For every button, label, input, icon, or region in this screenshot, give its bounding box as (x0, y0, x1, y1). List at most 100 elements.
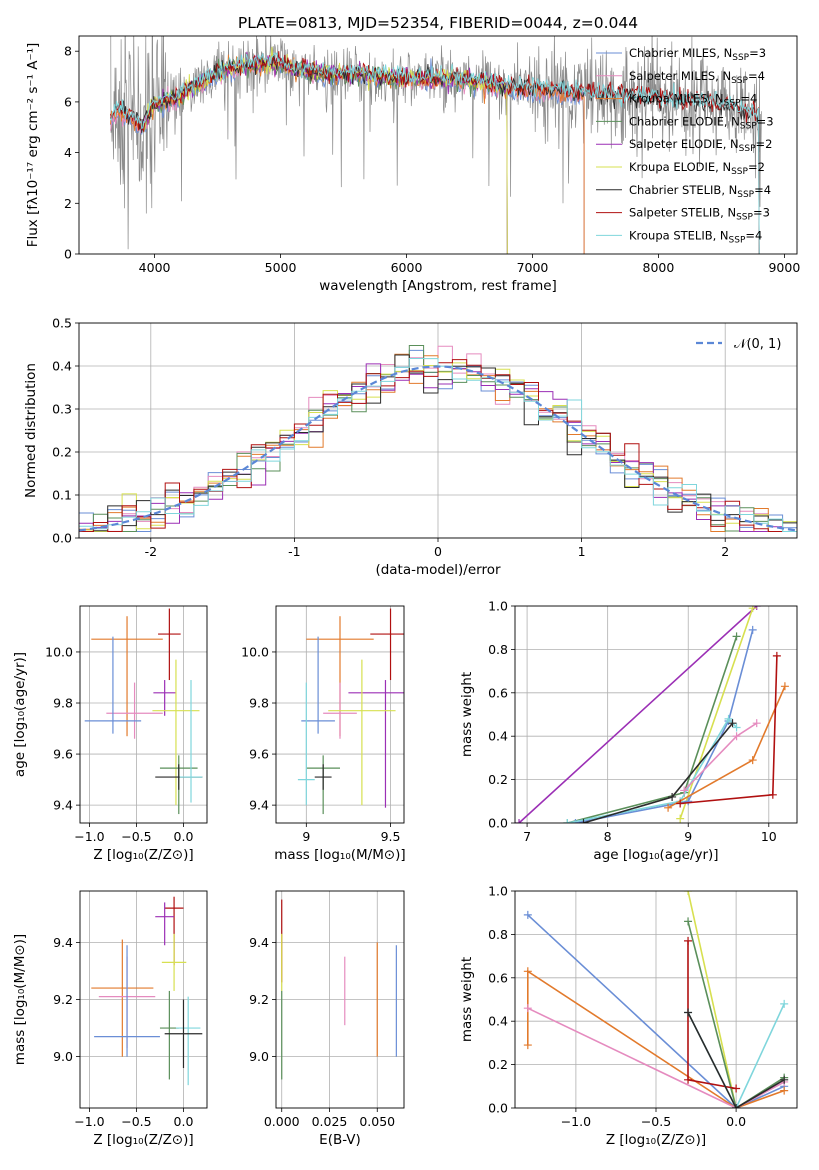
y-tick-label: 8 (64, 44, 72, 59)
legend-label: 𝒩(0, 1) (734, 337, 781, 352)
x-tick-label: 7 (523, 829, 531, 844)
y-tick-label: 9.8 (53, 696, 73, 711)
series-marker (752, 606, 761, 610)
series-marker (768, 790, 777, 799)
legend-suffix: =4 (748, 69, 765, 83)
x-tick-label: 0.050 (359, 1114, 395, 1129)
series-marker (571, 819, 580, 823)
series-marker (748, 756, 757, 765)
series-marker (684, 936, 693, 945)
legend-label: Chabrier MILES, NSSP=3 (629, 46, 766, 63)
panel-mass-vs-Z: −1.0 −0.5 0.0 9.0 9.2 9.4 Z [log₁₀(Z/Z⊙)] mass … (12, 890, 208, 1148)
errorbar-kroupa-elodie (152, 659, 200, 806)
legend-suffix: =4 (740, 92, 757, 106)
series-marker (732, 1104, 741, 1108)
x-tick-label: 7000 (517, 260, 549, 275)
series-line (687, 921, 785, 1108)
axes-frame (275, 605, 405, 824)
series-marker (752, 719, 761, 728)
series-marker (780, 999, 789, 1008)
axes-frame (78, 35, 798, 255)
legend-name: Salpeter ELODIE, N (629, 137, 739, 151)
y-tick-label: 4 (64, 145, 72, 160)
series-marker (579, 819, 588, 823)
y-axis-label: mass weight (459, 672, 475, 757)
errorbar-salpeter-elodie (155, 902, 175, 946)
y-tick-label: 10.0 (241, 644, 269, 659)
normal-curve (79, 365, 797, 532)
y-tick-label: 0.8 (488, 927, 508, 942)
y-tick-label: 0.0 (488, 1101, 508, 1116)
series-marker (780, 682, 789, 691)
legend-sub: SSP (729, 235, 746, 245)
legend-sub: SSP (737, 190, 754, 200)
errorbar-kroupa-stelib (175, 996, 201, 1086)
x-tick-label: −1.0 (74, 829, 104, 844)
errorbar-kroupa-miles (91, 939, 154, 1057)
legend-sub: SSP (732, 53, 749, 63)
panel-spectrum: 4000 5000 6000 7000 8000 9000 0 2 4 6 8 wavelength … (25, 14, 800, 294)
x-tick-label: 0.000 (264, 1114, 300, 1129)
x-tick-label: 0.0 (726, 1114, 746, 1129)
y-tick-label: 0.4 (488, 729, 508, 744)
errorbar-salpeter-stelib (158, 608, 181, 681)
axes-frame (79, 890, 208, 1109)
series-marker (780, 1075, 789, 1084)
series-marker (780, 1086, 789, 1095)
y-axis-label: mass weight (459, 957, 475, 1042)
weight-series-kroupa-elodie (676, 606, 757, 823)
y-tick-label: 0.5 (52, 316, 72, 331)
x-axis-label: Z [log₁₀(Z/Z⊙)] (93, 1132, 193, 1148)
series-marker (523, 1041, 532, 1050)
y-tick-label: 9.4 (53, 935, 73, 950)
legend-label: Chabrier STELIB, NSSP=4 (629, 183, 771, 200)
x-tick-label: 4000 (139, 260, 171, 275)
plot-area-weight-vs-age (515, 606, 797, 823)
series-marker (523, 967, 532, 976)
x-axis-label: Z [log₁₀(Z/Z⊙)] (606, 1132, 706, 1148)
series-line (567, 717, 738, 823)
series-marker (772, 651, 781, 660)
x-tick-label: -1 (288, 544, 300, 559)
panel-mass-vs-ebv: 0.000 0.025 0.050 9.0 9.2 9.4 E(B-V) (249, 890, 405, 1148)
panel-weight-vs-Z: −1.0 −0.5 0.0 0.0 0.2 0.4 0.6 0.8 1.0 Z [log₁₀(Z/… (459, 884, 798, 1148)
x-tick-label: −0.5 (121, 1114, 151, 1129)
weight-series-kroupa-stelib (563, 714, 741, 823)
x-tick-label: 9 (684, 829, 692, 844)
series-marker (684, 917, 693, 926)
y-tick-label: 0.0 (52, 531, 72, 546)
histogram-kroupa-miles (79, 353, 797, 532)
errorbar-kroupa-elodie (328, 659, 396, 806)
observed-spectrum (110, 36, 762, 250)
series-marker (732, 723, 741, 732)
legend-suffix: =3 (753, 206, 770, 220)
weight-series-chabrier-stelib (579, 719, 737, 823)
series-marker (732, 1084, 741, 1093)
plot-area-mass-vs-ebv (276, 891, 404, 1108)
y-tick-label: 9.0 (53, 1049, 73, 1064)
legend-name: Kroupa MILES, N (629, 92, 724, 106)
x-tick-label: 2 (721, 544, 729, 559)
panel-age-vs-mass: 9 9.5 9.4 9.6 9.8 10.0 mass [log₁₀(M/M⊙)] (241, 605, 406, 863)
y-axis-label: age [log₁₀(age/yr)] (12, 652, 28, 777)
series-line (687, 891, 737, 1108)
series-marker (668, 792, 677, 801)
legend-sub: SSP (724, 99, 741, 109)
x-tick-label: 6000 (391, 260, 423, 275)
x-axis-label: mass [log₁₀(M/M⊙)] (274, 847, 405, 863)
x-tick-label: 9.5 (381, 829, 401, 844)
y-tick-label: 0.6 (488, 970, 508, 985)
model-chabrier-elodie (141, 57, 508, 254)
x-tick-label: 5000 (265, 260, 297, 275)
y-tick-label: 6 (64, 94, 72, 109)
series-marker (523, 910, 532, 919)
y-tick-label: 9.4 (53, 798, 73, 813)
legend-name: Kroupa STELIB, N (629, 228, 729, 242)
legend-sub: SSP (731, 167, 748, 177)
legend-label: Chabrier ELODIE, NSSP=3 (629, 114, 774, 131)
series-marker (676, 799, 685, 808)
errorbar-kroupa-stelib (297, 682, 315, 806)
y-tick-label: 0.4 (52, 359, 72, 374)
x-tick-label: −0.5 (121, 829, 151, 844)
y-tick-label: 0.3 (52, 402, 72, 417)
